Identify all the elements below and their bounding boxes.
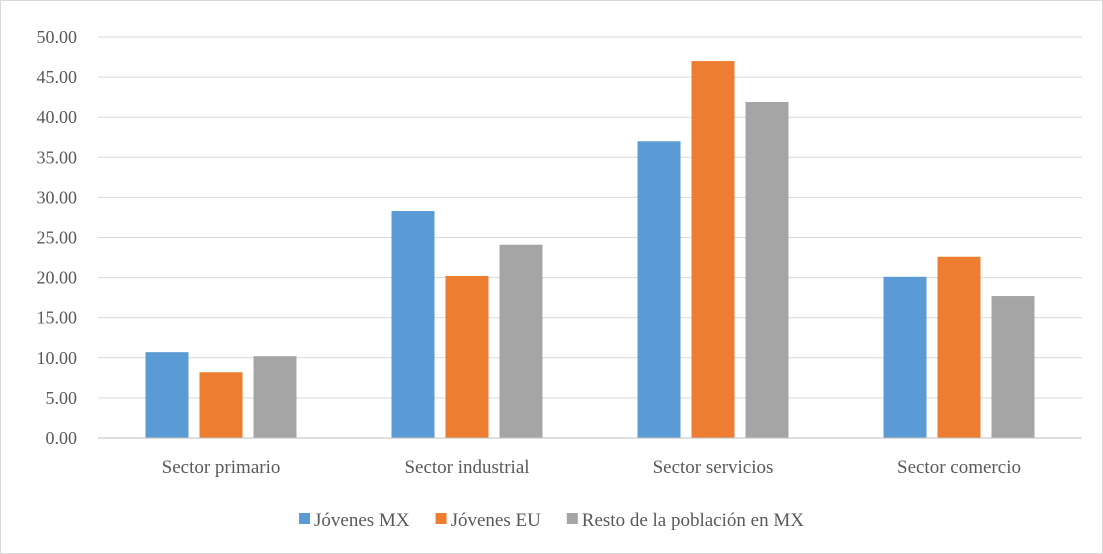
bars xyxy=(145,61,1035,439)
bar xyxy=(253,356,297,438)
y-tick-label: 10.00 xyxy=(37,348,78,368)
y-tick-label: 30.00 xyxy=(37,187,78,207)
bar xyxy=(199,372,243,438)
bar xyxy=(499,244,543,438)
y-tick-label: 50.00 xyxy=(37,27,78,47)
bar xyxy=(991,296,1035,438)
gridlines xyxy=(98,36,1082,399)
x-axis-category-labels: Sector primario Sector industrial Sector s… xyxy=(162,457,1021,478)
legend-label: Jóvenes MX xyxy=(314,510,410,531)
legend-swatch xyxy=(566,513,578,524)
bar xyxy=(145,352,189,438)
y-tick-label: 0.00 xyxy=(46,428,78,448)
legend: Jóvenes MX Jóvenes EU Resto de la població… xyxy=(299,510,804,531)
bar xyxy=(691,61,735,439)
y-tick-label: 45.00 xyxy=(37,67,78,87)
x-category-label: Sector servicios xyxy=(653,457,774,478)
y-tick-label: 25.00 xyxy=(37,228,78,248)
bar xyxy=(445,275,489,438)
bar xyxy=(937,256,981,438)
legend-swatch xyxy=(299,513,311,524)
y-tick-label: 40.00 xyxy=(37,107,78,127)
y-tick-label: 15.00 xyxy=(37,308,78,328)
y-axis-tick-labels: 0.00 5.00 10.00 15.00 20.00 25.00 30.00 35.00 40… xyxy=(37,27,78,448)
bar xyxy=(391,211,435,438)
y-tick-label: 20.00 xyxy=(37,268,78,288)
legend-swatch xyxy=(435,513,447,524)
y-tick-label: 5.00 xyxy=(46,388,78,408)
x-category-label: Sector comercio xyxy=(897,457,1021,478)
bar xyxy=(637,141,681,438)
x-category-label: Sector primario xyxy=(162,457,281,478)
legend-label: Resto de la población en MX xyxy=(582,510,804,531)
x-category-label: Sector industrial xyxy=(404,457,529,478)
y-tick-label: 35.00 xyxy=(37,147,78,167)
legend-label: Jóvenes EU xyxy=(451,510,542,531)
bar xyxy=(883,276,927,438)
bar xyxy=(745,101,789,438)
